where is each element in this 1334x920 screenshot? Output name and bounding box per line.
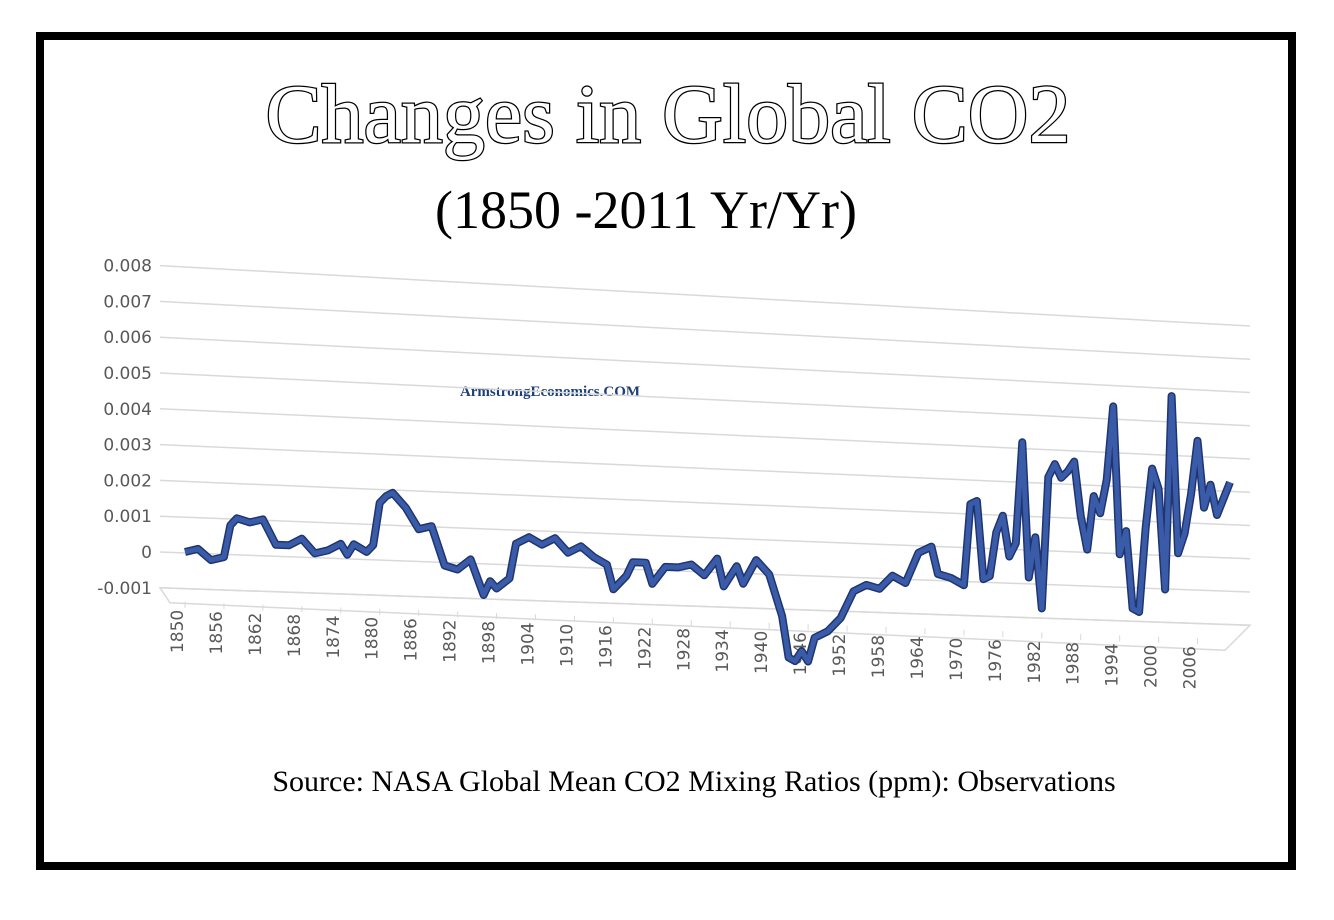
x-tick-label: 1970 — [947, 638, 967, 681]
x-tick-label: 1904 — [518, 622, 538, 665]
x-tick-label: 1862 — [246, 613, 266, 656]
x-tick-label: 1898 — [480, 621, 500, 664]
x-tick-label: 2006 — [1181, 646, 1201, 689]
grid-line — [159, 372, 1251, 427]
x-tick-label: 1880 — [363, 617, 383, 660]
y-tick-label: 0.004 — [103, 400, 152, 420]
y-tick-label: 0.007 — [103, 292, 152, 312]
x-tick-label: 1874 — [324, 615, 344, 658]
floor — [158, 587, 1252, 652]
y-tick-label: 0.005 — [103, 364, 152, 384]
grid-line — [159, 264, 1251, 327]
x-tick-label: 1988 — [1064, 642, 1084, 685]
y-tick-label: 0.003 — [103, 436, 152, 456]
y-tick-label: 0.002 — [103, 471, 152, 491]
grid-line — [159, 336, 1251, 394]
y-tick-label: 0.006 — [103, 328, 152, 348]
x-tick-label: 1958 — [869, 635, 889, 678]
x-tick-label: 1976 — [986, 639, 1006, 682]
y-tick-label: 0.001 — [103, 507, 152, 527]
x-tick-label: 1934 — [713, 629, 733, 672]
x-tick-label: 1964 — [908, 636, 928, 679]
x-tick-label: 1856 — [207, 611, 227, 654]
chart-title: Changes in Global CO2 — [266, 68, 1071, 161]
y-tick-label: 0 — [141, 543, 152, 563]
grid-line — [159, 408, 1251, 460]
y-tick-label: -0.001 — [97, 579, 152, 599]
grid-line — [159, 443, 1251, 493]
source-note: Source: NASA Global Mean CO2 Mixing Rati… — [272, 765, 1115, 798]
x-tick-label: 1952 — [830, 634, 850, 677]
x-tick-label: 1892 — [441, 620, 461, 663]
x-tick-label: 1928 — [674, 628, 694, 671]
grid-line — [159, 515, 1251, 560]
x-tick-label: 2000 — [1142, 645, 1162, 688]
x-tick-label: 1982 — [1025, 641, 1045, 684]
x-tick-label: 1916 — [596, 625, 616, 668]
x-tick-label: 1850 — [168, 610, 188, 653]
chart-subtitle: (1850 -2011 Yr/Yr) — [435, 180, 857, 240]
grid-line — [159, 300, 1251, 360]
x-tick-label: 1940 — [752, 631, 772, 674]
grid-line — [159, 479, 1251, 527]
x-tick-label: 1868 — [285, 614, 305, 657]
x-tick-label: 1886 — [402, 618, 422, 661]
x-tick-label: 1910 — [557, 624, 577, 667]
y-tick-label: 0.008 — [103, 257, 152, 277]
x-tick-label: 1922 — [635, 627, 655, 670]
series-line — [184, 393, 1233, 664]
x-tick-label: 1994 — [1103, 643, 1123, 686]
